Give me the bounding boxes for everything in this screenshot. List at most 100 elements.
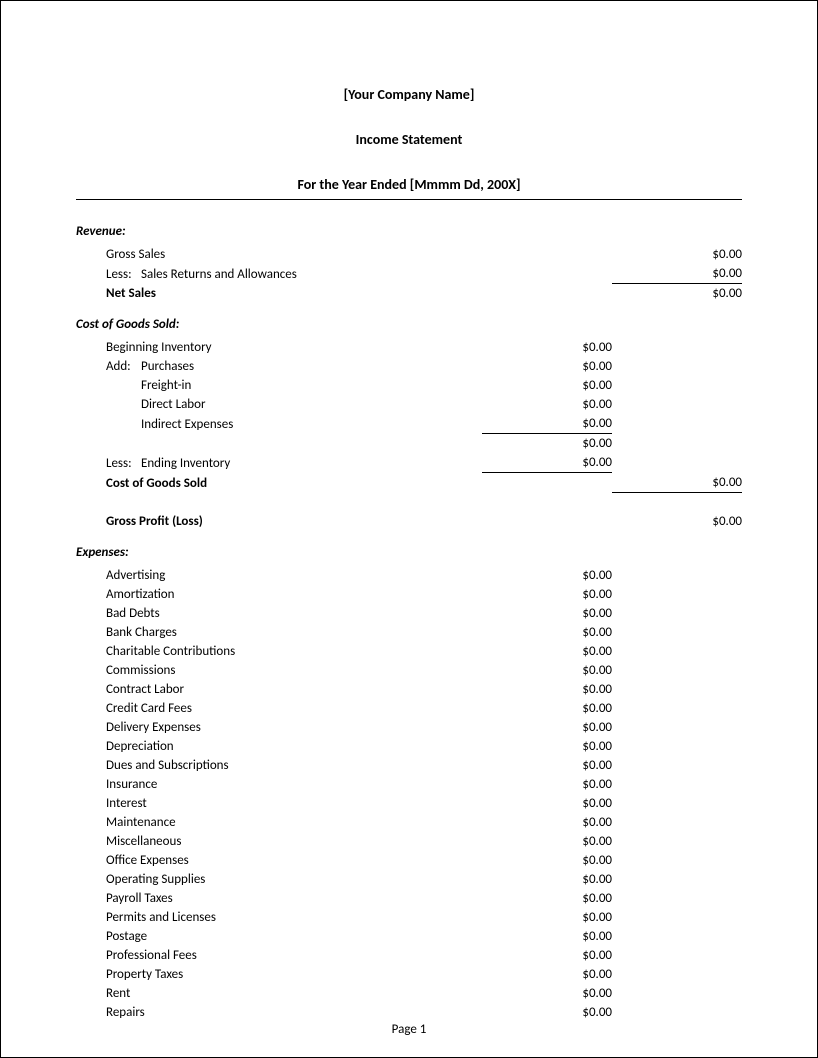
expense-label: Operating Supplies xyxy=(106,870,482,889)
expense-value: $0.00 xyxy=(482,908,612,927)
expense-label: Insurance xyxy=(106,775,482,794)
period-line: For the Year Ended [Mmmm Dd, 200X] xyxy=(76,176,742,200)
expense-row: Depreciation$0.00 xyxy=(76,737,742,756)
freight-row: Freight-in $0.00 xyxy=(76,376,742,395)
expense-label: Interest xyxy=(106,794,482,813)
expense-row: Postage$0.00 xyxy=(76,927,742,946)
expense-row: Operating Supplies$0.00 xyxy=(76,870,742,889)
expense-value: $0.00 xyxy=(482,870,612,889)
expense-row: Contract Labor$0.00 xyxy=(76,680,742,699)
expense-value: $0.00 xyxy=(482,661,612,680)
expense-label: Postage xyxy=(106,927,482,946)
direct-labor-value: $0.00 xyxy=(482,395,612,414)
ending-inventory-value: $0.00 xyxy=(482,453,612,473)
expense-value: $0.00 xyxy=(482,889,612,908)
expense-value: $0.00 xyxy=(482,794,612,813)
freight-value: $0.00 xyxy=(482,376,612,395)
expense-label: Depreciation xyxy=(106,737,482,756)
purchases-value: $0.00 xyxy=(482,357,612,376)
beginning-inventory-label: Beginning Inventory xyxy=(106,338,482,357)
expense-value: $0.00 xyxy=(482,566,612,585)
net-sales-row: Net Sales $0.00 xyxy=(76,284,742,303)
expense-label: Commissions xyxy=(106,661,482,680)
expenses-list: Advertising$0.00Amortization$0.00Bad Deb… xyxy=(76,566,742,1022)
sales-returns-label: Sales Returns and Allowances xyxy=(141,265,482,284)
cogs-section-title: Cost of Goods Sold: xyxy=(76,317,742,332)
direct-labor-row: Direct Labor $0.00 xyxy=(76,395,742,414)
expense-label: Advertising xyxy=(106,566,482,585)
expense-label: Repairs xyxy=(106,1003,482,1022)
freight-label: Freight-in xyxy=(141,376,482,395)
gross-profit-value: $0.00 xyxy=(612,512,742,531)
less-prefix-cogs: Less: xyxy=(106,454,141,473)
beginning-inventory-row: Beginning Inventory $0.00 xyxy=(76,338,742,357)
indirect-expenses-value: $0.00 xyxy=(482,414,612,434)
expense-label: Property Taxes xyxy=(106,965,482,984)
expense-label: Amortization xyxy=(106,585,482,604)
ending-inventory-row: Less: Ending Inventory $0.00 xyxy=(76,453,742,473)
expense-value: $0.00 xyxy=(482,642,612,661)
expense-row: Delivery Expenses$0.00 xyxy=(76,718,742,737)
cogs-subtotal-row: $0.00 xyxy=(76,434,742,453)
gross-sales-label: Gross Sales xyxy=(106,245,482,264)
cogs-subtotal-value: $0.00 xyxy=(482,434,612,453)
expense-value: $0.00 xyxy=(482,832,612,851)
expense-row: Miscellaneous$0.00 xyxy=(76,832,742,851)
expense-row: Professional Fees$0.00 xyxy=(76,946,742,965)
expense-label: Credit Card Fees xyxy=(106,699,482,718)
expense-label: Payroll Taxes xyxy=(106,889,482,908)
document-header: [Your Company Name] Income Statement For… xyxy=(76,86,742,200)
cogs-total-row: Cost of Goods Sold $0.00 xyxy=(76,473,742,493)
expense-row: Payroll Taxes$0.00 xyxy=(76,889,742,908)
expense-label: Miscellaneous xyxy=(106,832,482,851)
expense-value: $0.00 xyxy=(482,965,612,984)
expense-label: Permits and Licenses xyxy=(106,908,482,927)
expense-label: Professional Fees xyxy=(106,946,482,965)
less-prefix: Less: xyxy=(106,265,141,284)
expense-value: $0.00 xyxy=(482,775,612,794)
expense-label: Bank Charges xyxy=(106,623,482,642)
expenses-section-title: Expenses: xyxy=(76,545,742,560)
beginning-inventory-value: $0.00 xyxy=(482,338,612,357)
expense-value: $0.00 xyxy=(482,585,612,604)
expense-value: $0.00 xyxy=(482,680,612,699)
revenue-section-title: Revenue: xyxy=(76,224,742,239)
expense-value: $0.00 xyxy=(482,984,612,1003)
add-prefix: Add: xyxy=(106,357,141,376)
expense-row: Advertising$0.00 xyxy=(76,566,742,585)
sales-returns-row: Less: Sales Returns and Allowances $0.00 xyxy=(76,264,742,284)
ending-inventory-label: Ending Inventory xyxy=(141,454,482,473)
expense-value: $0.00 xyxy=(482,604,612,623)
purchases-label: Purchases xyxy=(141,357,482,376)
page-footer: Page 1 xyxy=(1,1022,817,1037)
expense-value: $0.00 xyxy=(482,623,612,642)
expense-row: Dues and Subscriptions$0.00 xyxy=(76,756,742,775)
direct-labor-label: Direct Labor xyxy=(141,395,482,414)
expense-label: Charitable Contributions xyxy=(106,642,482,661)
expense-row: Permits and Licenses$0.00 xyxy=(76,908,742,927)
net-sales-value: $0.00 xyxy=(612,284,742,303)
expense-label: Maintenance xyxy=(106,813,482,832)
expense-value: $0.00 xyxy=(482,813,612,832)
expense-value: $0.00 xyxy=(482,1003,612,1022)
cogs-total-label: Cost of Goods Sold xyxy=(106,474,482,493)
indirect-expenses-row: Indirect Expenses $0.00 xyxy=(76,414,742,434)
expense-row: Charitable Contributions$0.00 xyxy=(76,642,742,661)
gross-sales-row: Gross Sales $0.00 xyxy=(76,245,742,264)
gross-profit-label: Gross Profit (Loss) xyxy=(106,512,482,531)
expense-row: Rent$0.00 xyxy=(76,984,742,1003)
expense-row: Property Taxes$0.00 xyxy=(76,965,742,984)
expense-row: Commissions$0.00 xyxy=(76,661,742,680)
expense-label: Contract Labor xyxy=(106,680,482,699)
expense-label: Office Expenses xyxy=(106,851,482,870)
gross-profit-row: Gross Profit (Loss) $0.00 xyxy=(76,512,742,531)
expense-row: Maintenance$0.00 xyxy=(76,813,742,832)
net-sales-label: Net Sales xyxy=(106,284,482,303)
sales-returns-value: $0.00 xyxy=(612,264,742,284)
expense-row: Repairs$0.00 xyxy=(76,1003,742,1022)
expense-value: $0.00 xyxy=(482,946,612,965)
expense-value: $0.00 xyxy=(482,699,612,718)
indirect-expenses-label: Indirect Expenses xyxy=(141,415,482,434)
expense-row: Insurance$0.00 xyxy=(76,775,742,794)
expense-label: Bad Debts xyxy=(106,604,482,623)
